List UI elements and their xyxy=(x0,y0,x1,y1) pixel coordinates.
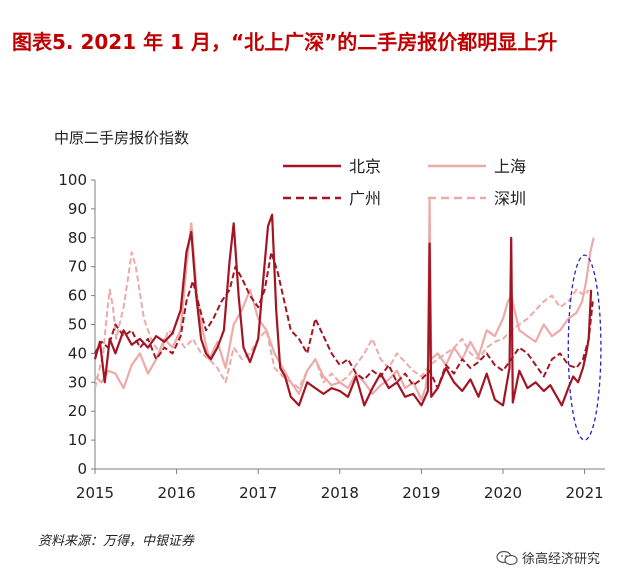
annotation xyxy=(567,254,602,441)
y-tick-label: 10 xyxy=(68,431,87,449)
y-tick-label: 50 xyxy=(68,316,87,334)
x-tick-label: 2015 xyxy=(76,484,114,502)
figure-title: 图表5. 2021 年 1 月，“北上广深”的二手房报价都明显上升 xyxy=(12,30,558,54)
x-tick-label: 2018 xyxy=(321,484,359,502)
legend-label-2: 广州 xyxy=(349,189,381,208)
x-tick-label: 2017 xyxy=(239,484,277,502)
y-tick-label: 40 xyxy=(68,344,87,362)
watermark-text: 徐高经济研究 xyxy=(522,552,601,567)
watermark: 徐高经济研究 xyxy=(496,548,600,567)
y-tick-label: 80 xyxy=(68,229,87,247)
y-tick-label: 30 xyxy=(68,373,87,391)
y-tick-label: 70 xyxy=(68,258,87,276)
y-tick-label: 20 xyxy=(68,402,87,420)
y-tick-label: 60 xyxy=(68,287,87,305)
legend-label-1: 上海 xyxy=(494,157,526,176)
series-line-3 xyxy=(94,251,590,390)
series-lines xyxy=(93,199,595,407)
x-tick-label: 2016 xyxy=(158,484,196,502)
x-tick-label: 2021 xyxy=(566,484,604,502)
y-tick-label: 0 xyxy=(77,460,87,478)
axes: 0 10 20 30 40 50 60 70 80 90 100 2015 2016 2017 2018 20… xyxy=(58,171,605,502)
legend-label-3: 深圳 xyxy=(494,189,526,208)
y-tick-label: 100 xyxy=(58,171,87,189)
series-line-2 xyxy=(94,251,594,390)
series-line-0 xyxy=(93,213,593,407)
highlight-ellipse xyxy=(567,254,602,441)
source-note: 资料来源：万得，中银证券 xyxy=(38,534,195,549)
series-line-1 xyxy=(94,199,595,401)
x-tick-label: 2020 xyxy=(484,484,522,502)
x-tick-label: 2019 xyxy=(402,484,440,502)
legend-label-0: 北京 xyxy=(349,157,381,176)
y-tick-label: 90 xyxy=(68,200,87,218)
wechat-icon xyxy=(496,550,518,565)
y-axis-label: 中原二手房报价指数 xyxy=(54,129,190,147)
